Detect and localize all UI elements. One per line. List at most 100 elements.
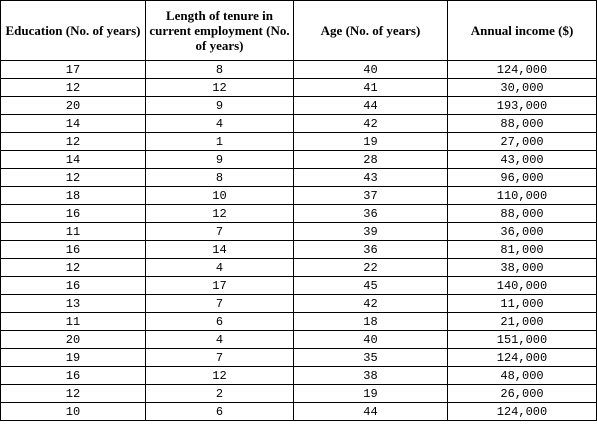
cell-tenure: 2 [145,384,294,403]
cell-tenure: 12 [145,78,294,97]
table-row: 14 9 28 43,000 [0,150,597,169]
cell-income: 30,000 [447,78,597,97]
cell-tenure: 17 [145,276,294,295]
cell-income: 48,000 [447,366,597,385]
table-row: 13 7 42 11,000 [0,294,597,313]
cell-education: 16 [0,366,146,385]
cell-income: 81,000 [447,240,597,259]
table-row: 11 7 39 36,000 [0,222,597,241]
cell-education: 13 [0,294,146,313]
cell-income: 140,000 [447,276,597,295]
cell-tenure: 14 [145,240,294,259]
cell-education: 11 [0,222,146,241]
data-table: Education (No. of years) Length of tenur… [0,0,597,421]
cell-age: 22 [293,258,448,277]
cell-education: 16 [0,204,146,223]
cell-income: 193,000 [447,96,597,115]
cell-tenure: 12 [145,366,294,385]
cell-education: 18 [0,186,146,205]
table-row: 20 9 44 193,000 [0,96,597,115]
cell-age: 19 [293,132,448,151]
cell-income: 43,000 [447,150,597,169]
cell-tenure: 4 [145,258,294,277]
cell-income: 110,000 [447,186,597,205]
cell-education: 16 [0,276,146,295]
cell-age: 42 [293,114,448,133]
table-row: 12 4 22 38,000 [0,258,597,277]
cell-age: 42 [293,294,448,313]
cell-income: 96,000 [447,168,597,187]
cell-tenure: 8 [145,168,294,187]
cell-age: 44 [293,96,448,115]
cell-education: 12 [0,258,146,277]
cell-age: 28 [293,150,448,169]
cell-tenure: 9 [145,150,294,169]
cell-age: 19 [293,384,448,403]
cell-income: 124,000 [447,60,597,79]
cell-tenure: 9 [145,96,294,115]
table-row: 12 2 19 26,000 [0,384,597,403]
cell-age: 44 [293,402,448,421]
table-row: 16 12 38 48,000 [0,366,597,385]
cell-age: 45 [293,276,448,295]
table-row: 10 6 44 124,000 [0,402,597,421]
header-age: Age (No. of years) [293,0,448,61]
cell-income: 38,000 [447,258,597,277]
table-row: 12 8 43 96,000 [0,168,597,187]
cell-tenure: 8 [145,60,294,79]
cell-income: 88,000 [447,204,597,223]
cell-tenure: 1 [145,132,294,151]
cell-education: 12 [0,384,146,403]
cell-education: 10 [0,402,146,421]
cell-age: 40 [293,330,448,349]
cell-tenure: 4 [145,114,294,133]
table-row: 12 12 41 30,000 [0,78,597,97]
cell-income: 27,000 [447,132,597,151]
cell-education: 14 [0,150,146,169]
header-row: Education (No. of years) Length of tenur… [0,0,597,61]
cell-tenure: 7 [145,348,294,367]
cell-income: 124,000 [447,402,597,421]
cell-age: 37 [293,186,448,205]
cell-tenure: 6 [145,402,294,421]
cell-education: 19 [0,348,146,367]
table-row: 20 4 40 151,000 [0,330,597,349]
table-body: 17 8 40 124,000 12 12 41 30,000 20 9 44 193,000 14 4 4… [0,60,597,421]
cell-education: 17 [0,60,146,79]
cell-age: 39 [293,222,448,241]
cell-income: 11,000 [447,294,597,313]
cell-age: 36 [293,204,448,223]
cell-income: 88,000 [447,114,597,133]
cell-age: 36 [293,240,448,259]
cell-age: 38 [293,366,448,385]
header-tenure: Length of tenure in current employment (… [145,0,294,61]
table-row: 16 17 45 140,000 [0,276,597,295]
cell-education: 12 [0,168,146,187]
cell-education: 20 [0,96,146,115]
cell-education: 16 [0,240,146,259]
cell-tenure: 7 [145,222,294,241]
table-row: 12 1 19 27,000 [0,132,597,151]
cell-education: 12 [0,78,146,97]
table-row: 17 8 40 124,000 [0,60,597,79]
table-row: 18 10 37 110,000 [0,186,597,205]
cell-education: 11 [0,312,146,331]
cell-income: 26,000 [447,384,597,403]
table-row: 19 7 35 124,000 [0,348,597,367]
cell-income: 36,000 [447,222,597,241]
table-row: 16 12 36 88,000 [0,204,597,223]
header-education: Education (No. of years) [0,0,146,61]
table-row: 11 6 18 21,000 [0,312,597,331]
cell-education: 20 [0,330,146,349]
cell-income: 21,000 [447,312,597,331]
cell-age: 43 [293,168,448,187]
cell-age: 41 [293,78,448,97]
cell-age: 40 [293,60,448,79]
cell-income: 124,000 [447,348,597,367]
cell-age: 18 [293,312,448,331]
table-row: 16 14 36 81,000 [0,240,597,259]
cell-tenure: 6 [145,312,294,331]
cell-age: 35 [293,348,448,367]
cell-income: 151,000 [447,330,597,349]
cell-education: 12 [0,132,146,151]
